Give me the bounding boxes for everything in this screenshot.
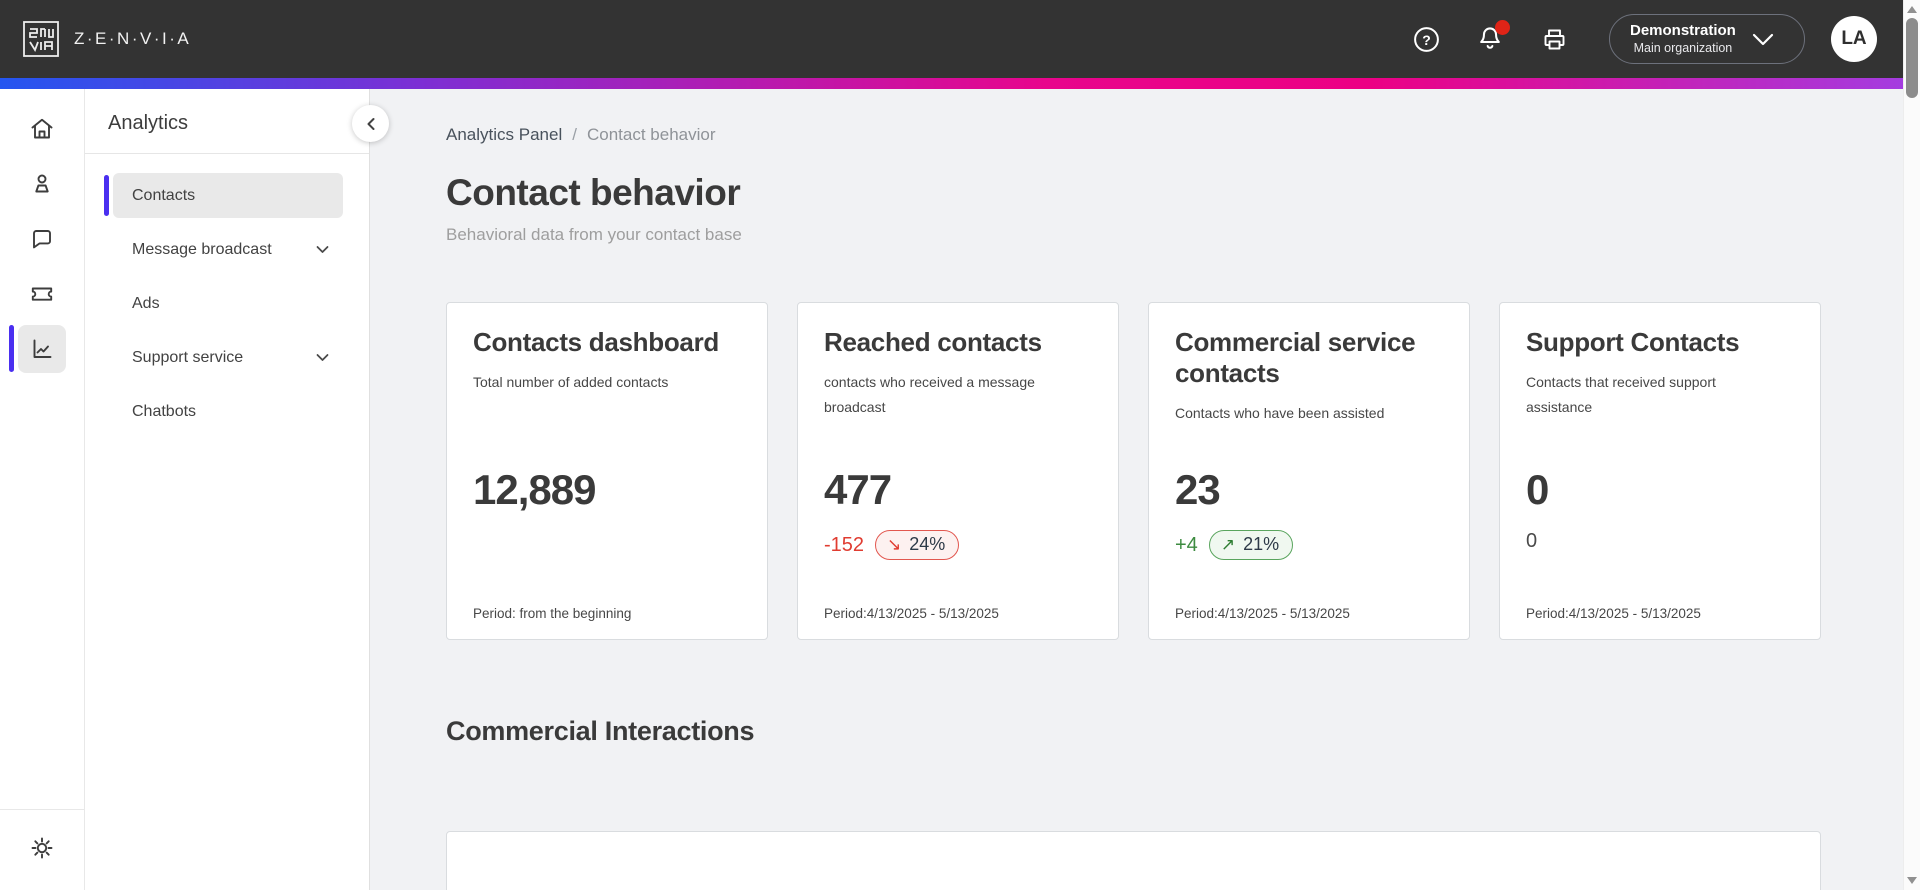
metric-card-delta-row: +4 ↗ 21%: [1175, 530, 1294, 560]
metric-card-title: Reached contacts: [824, 327, 1042, 357]
metric-card-title: Contacts dashboard: [473, 327, 719, 357]
metric-card-trend-badge: ↗ 21%: [1208, 530, 1294, 560]
metric-cards: Contacts dashboard Total number of added…: [446, 302, 1821, 640]
scrollbar-down-arrow[interactable]: [1907, 877, 1917, 884]
notifications-button[interactable]: [1475, 20, 1510, 54]
breadcrumb-parent-link[interactable]: Analytics Panel: [446, 125, 563, 144]
organization-info: Demonstration Main organization: [1630, 22, 1736, 56]
panel-menu-item-label: Contacts: [132, 186, 196, 204]
user-avatar[interactable]: LA: [1831, 16, 1877, 62]
metric-card-value: 12,889: [473, 466, 596, 513]
metric-card-description: contacts who received a message broadcas…: [824, 374, 1035, 415]
analytics-panel: Analytics Contacts Message broadcast Ads…: [85, 89, 370, 890]
organization-name: Demonstration: [1630, 21, 1736, 39]
metric-card: Commercial service contacts Contacts who…: [1148, 302, 1470, 640]
section-title-commercial-interactions: Commercial Interactions: [446, 716, 755, 746]
panel-title: Analytics: [108, 112, 189, 134]
metric-card-trend-badge: ↘ 24%: [875, 530, 960, 560]
metric-card-period: Period:4/13/2025 - 5/13/2025: [824, 606, 999, 621]
chevron-down-icon: [1752, 33, 1773, 45]
chevron-down-icon: [316, 354, 329, 361]
panel-menu-item-label: Chatbots: [132, 402, 197, 420]
brand-name: Z·E·N·V·I·A: [74, 29, 192, 48]
metric-card: Contacts dashboard Total number of added…: [446, 302, 768, 640]
trend-arrow-icon: ↘: [887, 534, 902, 554]
panel-collapse-button[interactable]: [352, 105, 389, 142]
main-content: Analytics Panel / Contact behavior Conta…: [370, 89, 1903, 890]
panel-menu-item-label: Message broadcast: [132, 240, 272, 258]
metric-card: Support Contacts Contacts that received …: [1499, 302, 1821, 640]
page-title: Contact behavior: [446, 172, 741, 213]
print-icon: [1544, 29, 1564, 49]
metric-card-description: Contacts that received support assistanc…: [1526, 374, 1716, 415]
help-icon: ?: [1413, 26, 1439, 52]
commercial-interactions-card: [446, 831, 1821, 890]
metric-card-description: Contacts who have been assisted: [1175, 405, 1385, 422]
rail-item-conversations[interactable]: [0, 211, 85, 266]
scrollbar-up-arrow[interactable]: [1907, 6, 1917, 13]
rail-item-contacts[interactable]: [0, 156, 85, 211]
metric-card-delta: -152: [824, 533, 865, 556]
metric-card-description: Total number of added contacts: [473, 374, 669, 391]
print-button[interactable]: [1539, 24, 1569, 54]
zenvia-logo-icon: [23, 21, 59, 57]
page-subtitle: Behavioral data from your contact base: [446, 225, 742, 244]
panel-menu-item-ads[interactable]: Ads: [113, 281, 343, 326]
icon-rail: [0, 89, 85, 890]
metric-card-value: 23: [1175, 466, 1221, 513]
metric-card-delta-row: 0: [1526, 530, 1537, 553]
metric-card-value: 0: [1526, 466, 1549, 513]
trend-arrow-icon: ↗: [1220, 534, 1236, 554]
chevron-down-icon: [316, 246, 329, 253]
notifications-bell-icon: [1480, 27, 1500, 49]
panel-menu: Contacts Message broadcast Ads Support s…: [85, 154, 369, 434]
rail-item-home[interactable]: [0, 101, 85, 156]
metric-card-title: Commercial service contacts: [1175, 327, 1416, 389]
panel-menu-item-label: Support service: [132, 348, 244, 366]
chevron-left-icon: [367, 117, 374, 130]
vertical-scrollbar[interactable]: [1903, 0, 1920, 890]
top-app-bar: Z·E·N·V·I·A ? Demonstration: [0, 0, 1903, 78]
panel-menu-item-chatbots[interactable]: Chatbots: [113, 389, 343, 434]
home-icon: [31, 118, 53, 138]
metric-card-period: Period:4/13/2025 - 5/13/2025: [1526, 606, 1701, 621]
panel-menu-item-support-service[interactable]: Support service: [113, 335, 343, 380]
rail-item-settings[interactable]: [0, 828, 84, 868]
metric-card-delta: +4: [1175, 533, 1198, 556]
metric-card-title: Support Contacts: [1526, 327, 1740, 357]
line-chart-icon: [33, 339, 52, 358]
person-icon: [35, 174, 49, 192]
rail-bottom: [0, 809, 84, 890]
rail-item-tickets[interactable]: [0, 266, 85, 321]
trend-percent: 21%: [1243, 534, 1280, 554]
panel-menu-item-label: Ads: [132, 294, 160, 312]
svg-text:?: ?: [1422, 32, 1431, 48]
breadcrumb-separator: /: [572, 125, 577, 144]
metric-card-delta-row: -152 ↘ 24%: [824, 530, 960, 560]
scrollbar-thumb[interactable]: [1906, 18, 1918, 98]
organization-subtitle: Main organization: [1633, 40, 1733, 55]
topbar-actions: ? Demonstration Main organization: [1377, 14, 1877, 64]
brand-gradient-bar: [0, 78, 1903, 89]
brand[interactable]: Z·E·N·V·I·A: [22, 20, 191, 58]
chat-bubble-icon: [33, 229, 51, 248]
gear-icon: [31, 837, 53, 859]
organization-selector[interactable]: Demonstration Main organization: [1609, 14, 1805, 64]
trend-percent: 24%: [909, 534, 946, 554]
panel-divider: [85, 153, 369, 154]
metric-card-value: 477: [824, 466, 892, 513]
breadcrumb-current: Contact behavior: [586, 125, 716, 144]
help-button[interactable]: ?: [1411, 24, 1441, 54]
ticket-icon: [31, 287, 53, 301]
panel-menu-item-contacts[interactable]: Contacts: [104, 173, 343, 218]
metric-card-delta: 0: [1526, 530, 1538, 552]
panel-menu-item-message-broadcast[interactable]: Message broadcast: [113, 227, 343, 272]
metric-card: Reached contacts contacts who received a…: [797, 302, 1119, 640]
metric-card-period: Period:4/13/2025 - 5/13/2025: [1175, 606, 1350, 621]
metric-card-period: Period: from the beginning: [473, 606, 632, 621]
breadcrumb: Analytics Panel / Contact behavior: [446, 125, 1821, 145]
rail-item-analytics[interactable]: [0, 321, 85, 376]
notification-badge: [1495, 20, 1510, 35]
